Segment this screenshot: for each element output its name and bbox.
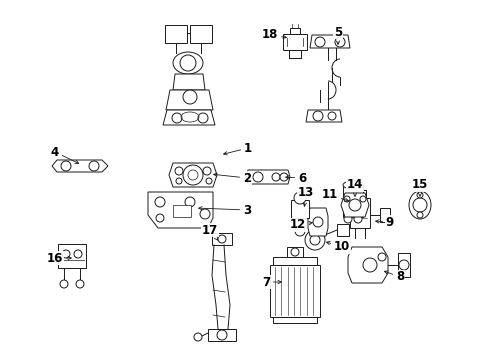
Circle shape [398, 260, 408, 270]
Text: 5: 5 [333, 26, 342, 44]
Circle shape [348, 199, 360, 211]
Circle shape [62, 250, 70, 258]
Bar [164, 25, 186, 43]
Text: 18: 18 [261, 28, 286, 41]
Circle shape [60, 280, 68, 288]
Circle shape [198, 113, 207, 123]
Circle shape [203, 167, 210, 175]
Circle shape [156, 214, 163, 222]
Circle shape [155, 197, 164, 207]
Text: 7: 7 [262, 275, 281, 288]
Ellipse shape [408, 191, 430, 219]
Bar [353, 190, 365, 198]
Circle shape [294, 226, 305, 236]
Polygon shape [307, 208, 327, 236]
Circle shape [217, 330, 226, 340]
Circle shape [252, 172, 263, 182]
Circle shape [314, 37, 325, 47]
Circle shape [293, 192, 305, 204]
Text: 15: 15 [411, 179, 427, 196]
Circle shape [280, 173, 287, 181]
Circle shape [205, 178, 212, 184]
Circle shape [343, 196, 349, 202]
Text: 2: 2 [213, 171, 250, 184]
Polygon shape [169, 163, 217, 187]
Bar [212, 233, 231, 245]
Bar [207, 329, 236, 341]
Bar [272, 317, 316, 323]
Circle shape [353, 215, 361, 223]
Circle shape [61, 161, 71, 171]
Circle shape [172, 113, 182, 123]
Text: 12: 12 [289, 219, 312, 231]
Circle shape [89, 161, 99, 171]
Text: 14: 14 [346, 179, 363, 196]
Circle shape [327, 112, 335, 120]
Circle shape [343, 215, 351, 223]
Polygon shape [148, 192, 213, 228]
Circle shape [184, 197, 195, 207]
Text: 1: 1 [223, 141, 251, 155]
Text: 10: 10 [326, 240, 349, 253]
Bar [342, 185, 362, 217]
Polygon shape [165, 90, 213, 110]
Circle shape [305, 230, 325, 250]
Bar [379, 208, 389, 222]
Circle shape [416, 192, 422, 198]
Bar [269, 265, 319, 317]
Circle shape [377, 253, 385, 261]
Bar [349, 198, 369, 228]
Circle shape [412, 198, 426, 212]
Bar [289, 28, 299, 34]
Circle shape [309, 235, 319, 245]
Polygon shape [309, 35, 349, 48]
Circle shape [290, 248, 298, 256]
Bar [272, 257, 316, 265]
Polygon shape [340, 193, 368, 217]
Bar [190, 25, 212, 43]
Text: 4: 4 [51, 145, 79, 163]
Text: 13: 13 [297, 186, 313, 206]
Polygon shape [347, 247, 387, 283]
Circle shape [180, 55, 196, 71]
Circle shape [362, 258, 376, 272]
Ellipse shape [342, 181, 362, 189]
Circle shape [334, 37, 345, 47]
Text: 11: 11 [321, 189, 348, 202]
Polygon shape [52, 160, 108, 172]
Bar [336, 224, 348, 236]
Circle shape [176, 178, 182, 184]
Circle shape [218, 235, 225, 243]
Text: 17: 17 [202, 224, 218, 240]
Text: 8: 8 [384, 270, 403, 284]
Text: 3: 3 [198, 203, 250, 216]
Circle shape [183, 90, 197, 104]
Circle shape [175, 167, 183, 175]
Circle shape [183, 165, 203, 185]
Ellipse shape [173, 52, 203, 74]
Text: 16: 16 [47, 252, 71, 265]
Polygon shape [245, 170, 289, 184]
Bar [397, 253, 409, 277]
Circle shape [271, 173, 280, 181]
Polygon shape [163, 110, 215, 125]
Bar [58, 244, 86, 268]
Polygon shape [305, 110, 341, 122]
Bar [283, 34, 306, 50]
Bar [173, 205, 191, 217]
Circle shape [416, 212, 422, 218]
Circle shape [76, 280, 84, 288]
Text: 6: 6 [285, 171, 305, 184]
Circle shape [312, 217, 323, 227]
Circle shape [359, 196, 365, 202]
Circle shape [200, 209, 209, 219]
Text: 9: 9 [375, 216, 393, 229]
Circle shape [74, 250, 82, 258]
Circle shape [312, 111, 323, 121]
Circle shape [194, 333, 202, 341]
Polygon shape [173, 74, 204, 90]
Bar [290, 200, 308, 218]
Bar [286, 247, 303, 257]
